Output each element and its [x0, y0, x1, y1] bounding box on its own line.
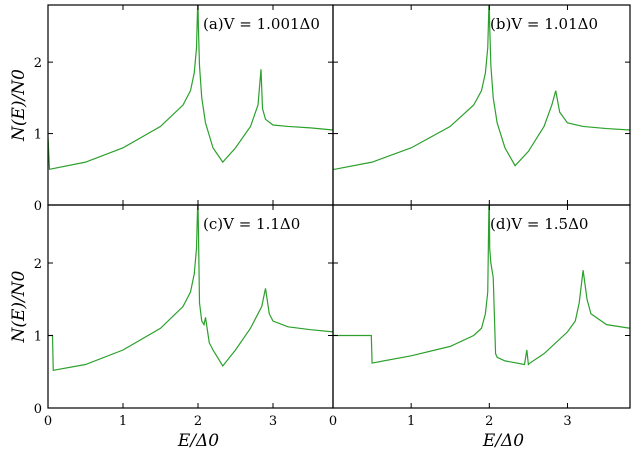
- y-tick-label: 0: [34, 402, 42, 417]
- y-tick-label: 1: [34, 330, 42, 345]
- x-axis-label: E/Δ0: [482, 431, 524, 451]
- panel-frame-d: [332, 204, 631, 409]
- panel-frame-c: [47, 204, 334, 409]
- panel-frame-b: [332, 4, 631, 206]
- dos-curve-a: [48, 5, 333, 171]
- panel-label-a: (a)V = 1.001Δ0: [203, 15, 320, 33]
- panel-label-c: (c)V = 1.1Δ0: [203, 215, 300, 233]
- y-tick-label: 0: [34, 199, 42, 214]
- panel-a: 0 1 2 N(E)/N0 (a)V = 1.001Δ0: [9, 4, 334, 214]
- panel-b: (b)V = 1.01Δ0: [332, 4, 631, 206]
- panel-c: 0 1 2 N(E)/N0 0 1 2 3 E/Δ0 (c)V = 1.1Δ0: [9, 204, 334, 451]
- x-axis-label: E/Δ0: [177, 431, 219, 451]
- x-tick-label: 2: [485, 414, 493, 429]
- y-axis-label: N(E)/N0: [9, 69, 29, 142]
- y-tick-label: 2: [34, 257, 42, 272]
- panel-frame-a: [47, 4, 334, 206]
- x-tick-label: 1: [119, 414, 127, 429]
- panel-label-d: (d)V = 1.5Δ0: [490, 215, 588, 233]
- x-tick-label: 1: [407, 414, 415, 429]
- dos-curve-b: [333, 5, 630, 170]
- x-tick-label: 3: [269, 414, 277, 429]
- y-tick-label: 2: [34, 56, 42, 71]
- panel-label-b: (b)V = 1.01Δ0: [490, 15, 598, 33]
- x-tick-label: 0: [44, 414, 52, 429]
- y-axis-label: N(E)/N0: [9, 270, 29, 343]
- x-tick-label: 2: [194, 414, 202, 429]
- x-tick-label: 0: [329, 414, 337, 429]
- dos-curve-d: [333, 205, 630, 366]
- panel-d: 0 1 2 3 E/Δ0 (d)V = 1.5Δ0: [329, 204, 631, 451]
- y-tick-label: 1: [34, 128, 42, 143]
- x-tick-label: 3: [563, 414, 571, 429]
- dos-curve-c: [48, 205, 333, 372]
